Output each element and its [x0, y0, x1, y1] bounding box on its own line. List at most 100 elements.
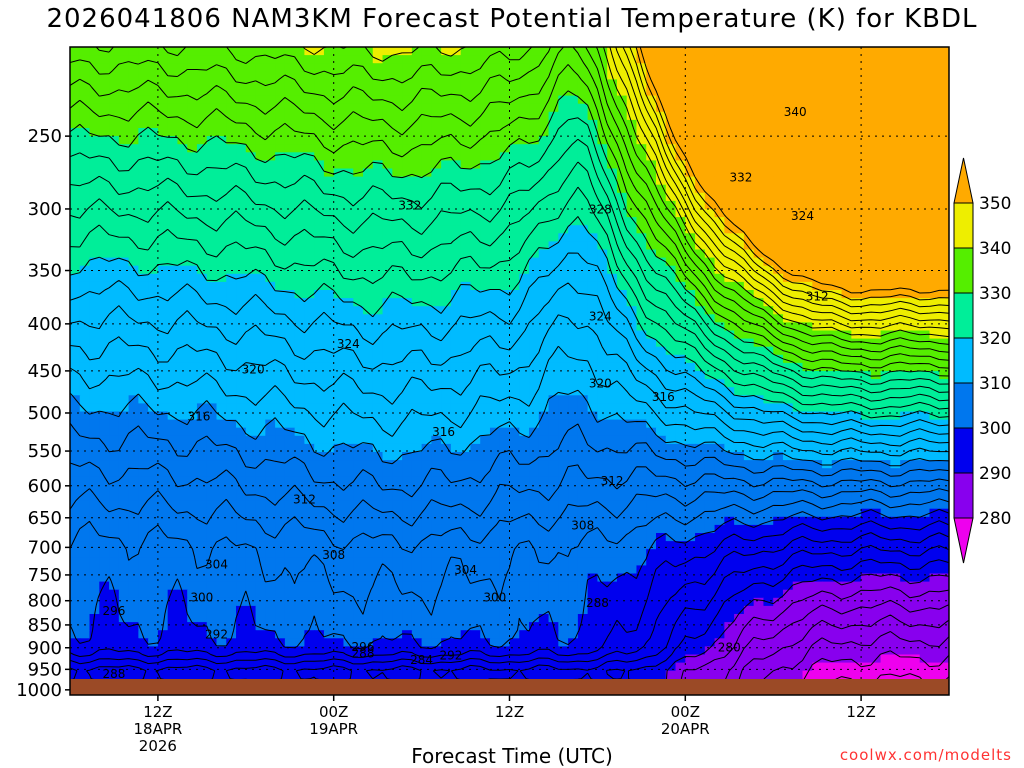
band-cell: [529, 362, 540, 372]
band-cell: [128, 443, 139, 453]
band-cell: [616, 371, 628, 380]
band-cell: [187, 209, 198, 218]
band-cell: [626, 460, 638, 469]
band-cell: [343, 152, 354, 161]
band-cell: [236, 314, 247, 323]
band-cell: [284, 419, 296, 429]
band-cell: [148, 200, 159, 210]
band-cell: [187, 403, 198, 413]
band-cell: [333, 136, 345, 145]
band-cell: [489, 298, 501, 307]
band-cell: [900, 217, 911, 226]
band-cell: [196, 241, 208, 251]
band-cell: [177, 281, 188, 291]
band-cell: [763, 47, 774, 56]
band-cell: [656, 63, 667, 72]
band-cell: [323, 87, 335, 97]
band-cell: [284, 443, 296, 453]
band-cell: [236, 403, 247, 413]
band-cell: [392, 184, 403, 194]
band-cell: [753, 192, 765, 202]
band-cell: [675, 55, 686, 64]
band-cell: [177, 200, 188, 210]
band-cell: [216, 476, 227, 485]
band-cell: [685, 200, 696, 210]
band-cell: [714, 306, 725, 315]
band-cell: [597, 435, 608, 445]
band-cell: [587, 273, 598, 283]
band-cell: [392, 233, 403, 242]
band-cell: [89, 468, 100, 477]
band-cell: [441, 476, 452, 485]
band-cell: [177, 225, 188, 234]
band-cell: [402, 144, 413, 153]
band-cell: [558, 314, 569, 323]
band-cell: [128, 128, 139, 137]
band-cell: [675, 111, 686, 121]
band-cell: [753, 160, 765, 170]
band-cell: [851, 241, 862, 251]
band-cell: [831, 419, 843, 429]
band-cell: [587, 322, 598, 332]
band-cell: [597, 225, 608, 234]
band-cell: [109, 200, 120, 210]
band-cell: [870, 168, 882, 178]
band-cell: [431, 371, 442, 380]
band-cell: [851, 128, 862, 137]
band-cell: [343, 419, 354, 429]
band-cell: [519, 484, 530, 494]
band-cell: [216, 443, 227, 453]
band-cell: [656, 233, 667, 242]
band-cell: [626, 452, 638, 461]
band-cell: [519, 379, 530, 388]
band-cell: [118, 443, 130, 453]
band-cell: [343, 249, 354, 259]
band-cell: [323, 119, 335, 129]
band-cell: [431, 354, 442, 364]
band-cell: [538, 249, 550, 259]
band-cell: [128, 184, 139, 194]
band-cell: [304, 55, 315, 64]
band-cell: [890, 265, 901, 275]
band-cell: [890, 346, 901, 356]
band-cell: [148, 87, 159, 97]
band-cell: [607, 233, 618, 242]
band-cell: [79, 136, 91, 145]
band-cell: [822, 362, 833, 372]
band-cell: [822, 411, 833, 421]
band-cell: [99, 314, 110, 323]
band-cell: [734, 119, 745, 129]
band-cell: [792, 435, 804, 445]
band-cell: [363, 265, 374, 275]
band-cell: [226, 484, 237, 494]
band-cell: [773, 95, 784, 105]
band-cell: [587, 128, 598, 137]
band-cell: [919, 71, 931, 80]
band-cell: [118, 63, 130, 72]
band-cell: [402, 103, 413, 113]
band-cell: [353, 484, 364, 494]
band-cell: [724, 87, 735, 97]
band-cell: [831, 176, 843, 186]
band-cell: [411, 71, 423, 80]
band-cell: [509, 273, 520, 283]
band-cell: [587, 144, 598, 153]
band-cell: [763, 371, 774, 380]
band-cell: [695, 184, 706, 194]
band-cell: [695, 257, 706, 267]
band-cell: [118, 281, 130, 291]
band-cell: [489, 354, 501, 364]
band-cell: [275, 79, 286, 89]
band-cell: [460, 71, 472, 80]
band-cell: [646, 379, 657, 388]
band-cell: [431, 111, 442, 121]
band-cell: [616, 63, 628, 72]
band-cell: [363, 484, 374, 494]
band-cell: [470, 314, 481, 323]
band-cell: [939, 168, 949, 178]
band-cell: [695, 273, 706, 283]
band-cell: [187, 119, 198, 129]
band-cell: [196, 290, 208, 299]
band-cell: [314, 209, 325, 218]
band-cell: [372, 200, 384, 210]
